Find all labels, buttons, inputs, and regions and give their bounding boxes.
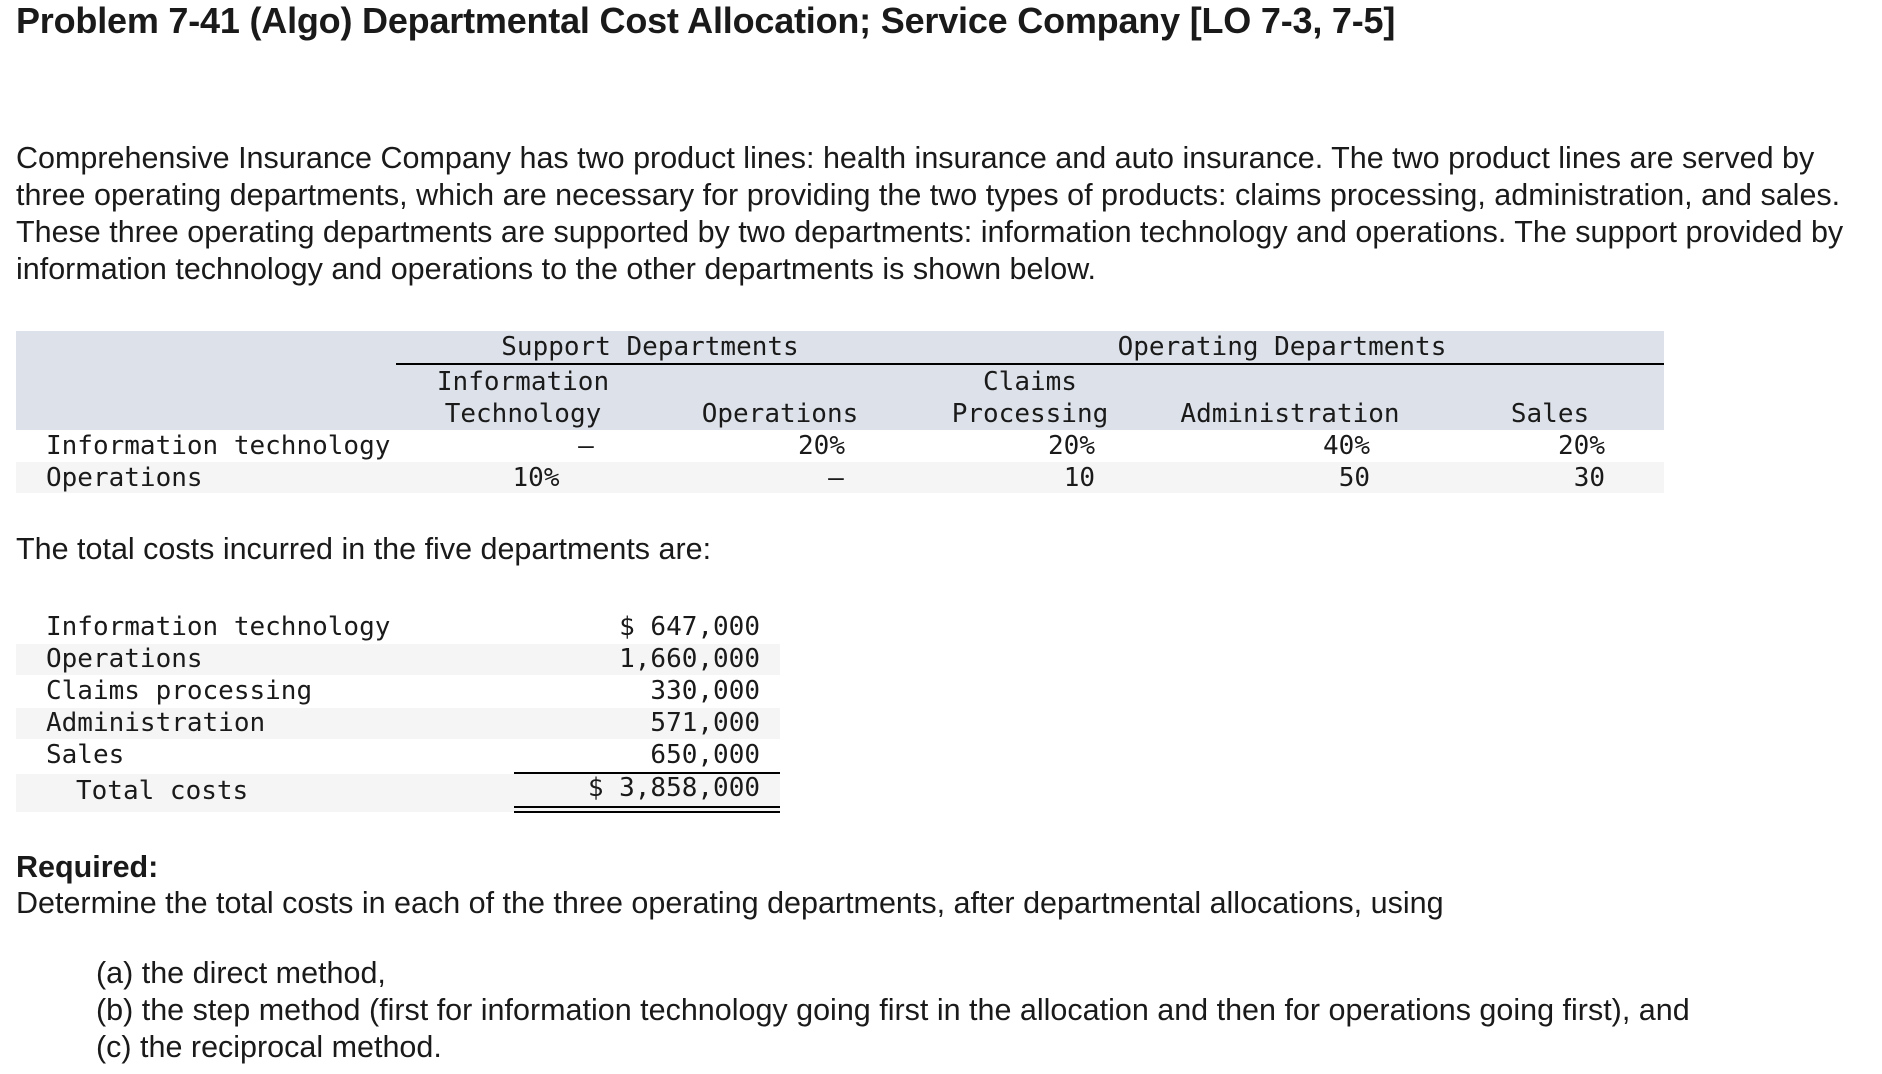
col-header-claims-line1: Claims [983, 367, 1077, 397]
costs-row-bg [16, 644, 780, 675]
col-header-information-line1: Information [436, 367, 610, 397]
required-item-b: (b) the step method (first for informati… [96, 993, 1690, 1027]
costs-row-bg [16, 708, 780, 739]
row-label-operations: Operations [46, 463, 203, 493]
total-double-rule-top [514, 806, 780, 808]
required-item-c: (c) the reciprocal method. [96, 1030, 442, 1064]
cell-ops-administration: 50 [1338, 463, 1370, 493]
cell-ops-sales: 30 [1573, 463, 1605, 493]
required-item-a: (a) the direct method, [96, 956, 386, 990]
total-single-rule [514, 772, 780, 774]
cost-value-operations: 1,660,000 [619, 644, 760, 674]
cell-ops-claims: 10 [1063, 463, 1095, 493]
support-table-row-bg [16, 462, 1664, 493]
row-label-information-technology: Information technology [46, 431, 391, 461]
col-header-administration: Administration [1180, 399, 1400, 429]
cost-label-administration: Administration [46, 708, 266, 738]
cell-it-sales: 20% [1558, 431, 1605, 461]
cost-value-claims-processing: 330,000 [650, 676, 760, 706]
col-header-operations: Operations [701, 399, 859, 429]
col-header-sales: Sales [1510, 399, 1590, 429]
cost-value-administration: 571,000 [650, 708, 760, 738]
cost-label-operations: Operations [46, 644, 203, 674]
cost-value-information-technology: $ 647,000 [619, 612, 760, 642]
cost-label-claims-processing: Claims processing [46, 676, 313, 706]
cell-it-claims: 20% [1048, 431, 1095, 461]
total-double-rule-bottom [514, 811, 780, 813]
group-header-rule [396, 363, 1664, 365]
required-text: Determine the total costs in each of the… [16, 886, 1444, 920]
page-title: Problem 7-41 (Algo) Departmental Cost Al… [16, 0, 1396, 41]
cell-it-operations: 20% [798, 431, 845, 461]
cell-ops-it: 10% [512, 463, 560, 493]
support-departments-header: Support Departments [501, 332, 799, 362]
support-table-header-bg [16, 331, 1664, 430]
cost-label-sales: Sales [46, 740, 125, 770]
operating-departments-header: Operating Departments [1117, 332, 1447, 362]
cell-it-it: – [578, 431, 594, 461]
cell-it-administration: 40% [1323, 431, 1370, 461]
costs-row-bg [16, 774, 780, 812]
cost-label-total: Total costs [76, 776, 249, 806]
cost-value-sales: 650,000 [650, 740, 760, 770]
cost-label-information-technology: Information technology [46, 612, 391, 642]
intro-paragraph: Comprehensive Insurance Company has two … [16, 141, 1844, 286]
required-heading: Required: [16, 850, 159, 884]
col-header-processing-line2: Processing [951, 399, 1109, 429]
cost-value-total: $ 3,858,000 [587, 773, 760, 803]
col-header-technology-line2: Technology [444, 399, 602, 429]
costs-intro: The total costs incurred in the five dep… [16, 532, 712, 566]
cell-ops-operations: – [828, 463, 844, 493]
